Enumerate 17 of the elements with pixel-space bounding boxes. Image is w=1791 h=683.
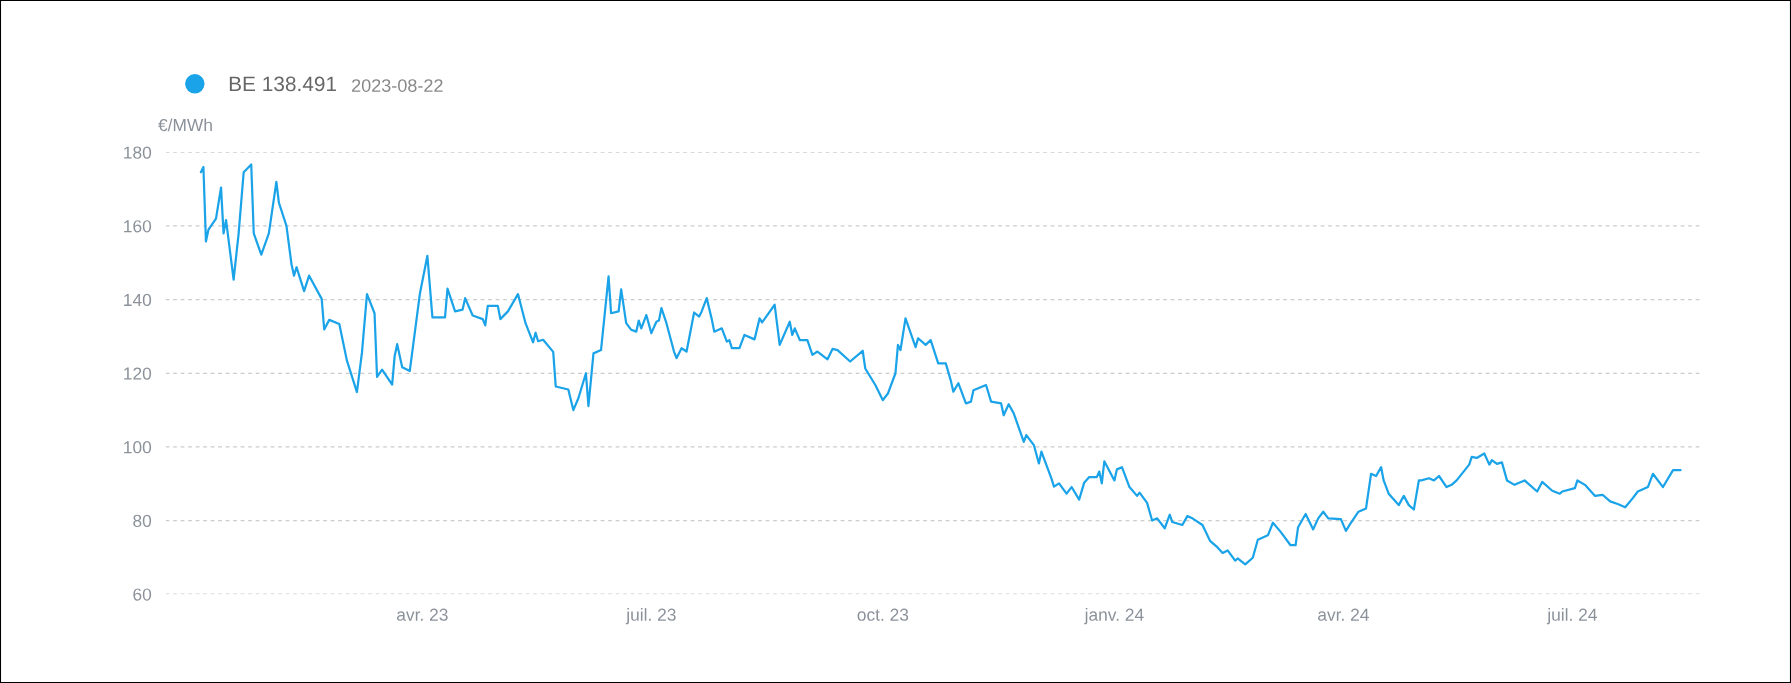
x-tick-label: avr. 23 [397, 608, 448, 621]
line-series [199, 163, 1682, 566]
x-tick-label: juil. 23 [625, 608, 676, 625]
y-tick-label: 140 [124, 293, 152, 307]
y-tick-label: 180 [124, 146, 152, 159]
x-tick-label: janv. 24 [1084, 608, 1144, 625]
y-tick-label: 160 [124, 220, 152, 233]
y-tick-label: 120 [124, 367, 152, 380]
legend-label: BE 138.491 [229, 76, 337, 92]
x-tick-label: oct. 23 [857, 608, 909, 621]
y-tick-label: 60 [133, 588, 152, 601]
text: 2023-08-22 [352, 79, 443, 92]
y-tick-label: 100 [124, 441, 152, 454]
y-tick-label: 80 [133, 514, 152, 528]
x-tick-label: avr. 24 [1318, 608, 1369, 621]
y-axis-title: €/MWh [158, 118, 212, 132]
x-tick-label: juil. 24 [1546, 608, 1597, 625]
